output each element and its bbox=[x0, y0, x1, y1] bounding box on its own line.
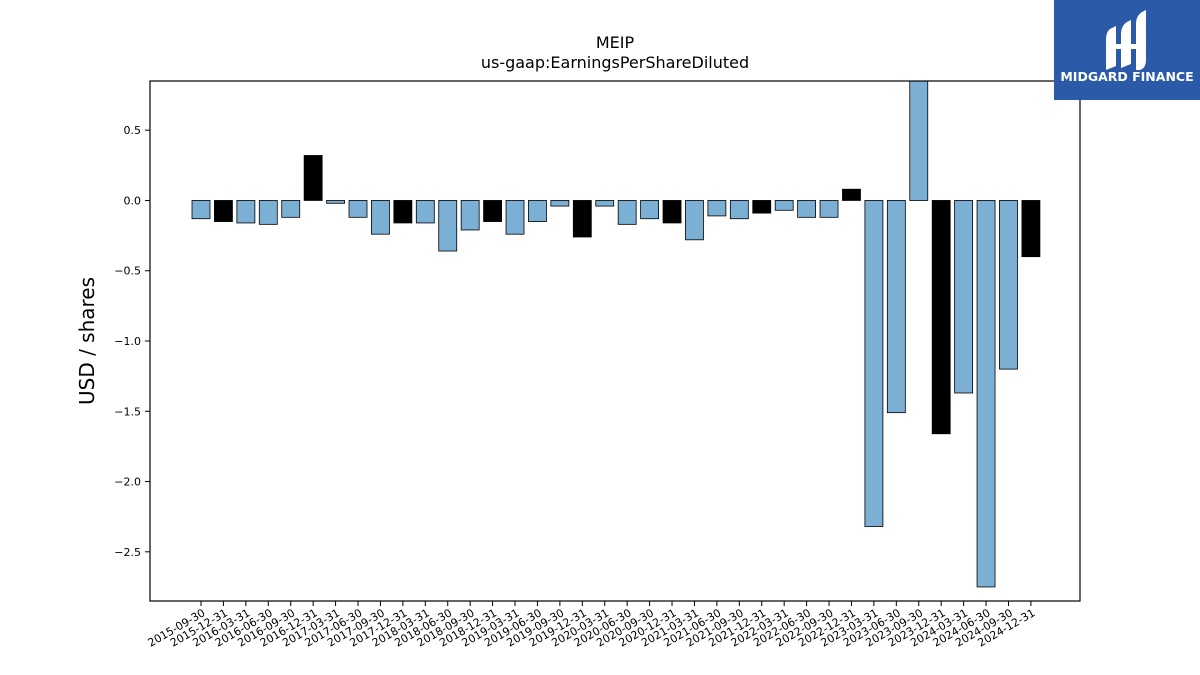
bar-2022-12-31 bbox=[842, 188, 861, 201]
bar-2023-09-30 bbox=[909, 80, 929, 201]
bar-2023-06-30 bbox=[886, 200, 906, 414]
bar-2018-03-31 bbox=[415, 200, 435, 224]
bar-2021-03-31 bbox=[685, 200, 704, 241]
bar-2021-06-30 bbox=[707, 200, 727, 217]
bar-2024-06-30 bbox=[976, 200, 996, 588]
chart-subtitle: us-gaap:EarningsPerShareDiluted bbox=[481, 53, 749, 72]
bar-2016-03-31 bbox=[236, 200, 256, 224]
bar-2020-06-30 bbox=[617, 200, 637, 225]
bar-2018-09-30 bbox=[460, 200, 480, 231]
bar-2021-09-30 bbox=[729, 200, 749, 220]
bar-2018-06-30 bbox=[438, 200, 458, 252]
bar-2022-06-30 bbox=[797, 200, 817, 218]
y-tick-label: −2.0 bbox=[114, 476, 141, 489]
midgard-logo-icon bbox=[1106, 10, 1146, 70]
bar-2016-12-31 bbox=[303, 155, 323, 201]
bar-2017-12-31 bbox=[393, 200, 413, 224]
bar-2024-09-30 bbox=[999, 200, 1018, 370]
bar-2019-06-30 bbox=[528, 200, 547, 222]
y-tick-label: −1.0 bbox=[114, 335, 141, 348]
y-tick-label: 0.0 bbox=[124, 194, 142, 207]
bar-2022-03-31 bbox=[774, 200, 794, 211]
bar-2015-12-31 bbox=[214, 200, 233, 222]
bar-2018-12-31 bbox=[483, 200, 502, 222]
bar-2016-09-30 bbox=[281, 200, 301, 218]
bar-2024-03-31 bbox=[954, 200, 974, 394]
y-tick-label: 0.5 bbox=[124, 124, 142, 137]
y-axis-label: USD / shares bbox=[75, 277, 99, 405]
bar-2024-12-31 bbox=[1021, 200, 1041, 258]
y-tick-label: −0.5 bbox=[114, 265, 141, 278]
bar-2017-03-31 bbox=[326, 200, 345, 204]
x-axis-ticks: 2015-09-302015-12-312016-03-312016-06-30… bbox=[146, 601, 1037, 650]
bar-2023-12-31 bbox=[931, 200, 951, 435]
bar-2020-12-31 bbox=[662, 200, 682, 224]
logo: MIDGARD FINANCE bbox=[1054, 0, 1200, 100]
plot-frame bbox=[149, 80, 1081, 602]
bar-2015-09-30 bbox=[191, 200, 211, 220]
y-axis-ticks: 0.5 0.0 −0.5 −1.0 −1.5 −2.0 −2.5 bbox=[114, 124, 150, 559]
chart-title: MEIP bbox=[596, 33, 635, 52]
logo-text: MIDGARD FINANCE bbox=[1060, 69, 1193, 84]
bar-2019-03-31 bbox=[505, 200, 525, 235]
bar-2020-03-31 bbox=[595, 200, 615, 207]
bar-2019-09-30 bbox=[550, 200, 570, 207]
bar-2019-12-31 bbox=[572, 200, 592, 238]
y-tick-label: −2.5 bbox=[114, 546, 141, 559]
bars bbox=[191, 80, 1041, 588]
y-tick-label: −1.5 bbox=[114, 405, 141, 418]
bar-2023-03-31 bbox=[864, 200, 884, 527]
bar-2017-09-30 bbox=[371, 200, 390, 235]
bar-2021-12-31 bbox=[752, 200, 772, 214]
bar-2022-09-30 bbox=[819, 200, 839, 218]
bar-2016-06-30 bbox=[258, 200, 278, 225]
bar-2017-06-30 bbox=[348, 200, 368, 218]
bar-2020-09-30 bbox=[640, 200, 659, 220]
